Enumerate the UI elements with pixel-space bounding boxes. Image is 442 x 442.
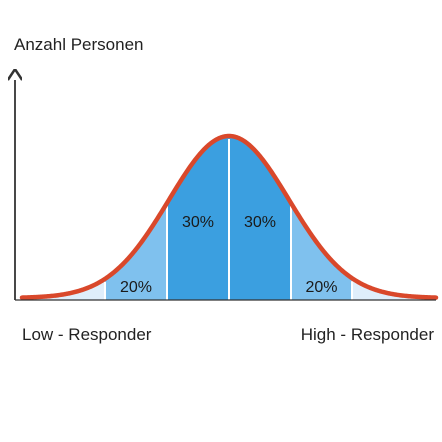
segment-label-2: 20%	[120, 279, 152, 296]
segment-3	[167, 136, 229, 300]
x-axis-high-label: High - Responder	[301, 325, 435, 344]
segment-dividers	[104, 139, 353, 300]
segment-label-3: 30%	[182, 214, 214, 231]
segment-4	[229, 136, 291, 300]
segment-1	[22, 278, 105, 300]
segment-label-5: 20%	[305, 279, 337, 296]
segment-label-4: 30%	[244, 214, 276, 231]
segment-6	[352, 278, 436, 300]
segment-labels: 20% 30% 30% 20%	[120, 214, 338, 296]
y-axis-label: Anzahl Personen	[14, 35, 143, 54]
bell-curve-line	[19, 133, 439, 300]
x-axis-low-label: Low - Responder	[22, 325, 152, 344]
